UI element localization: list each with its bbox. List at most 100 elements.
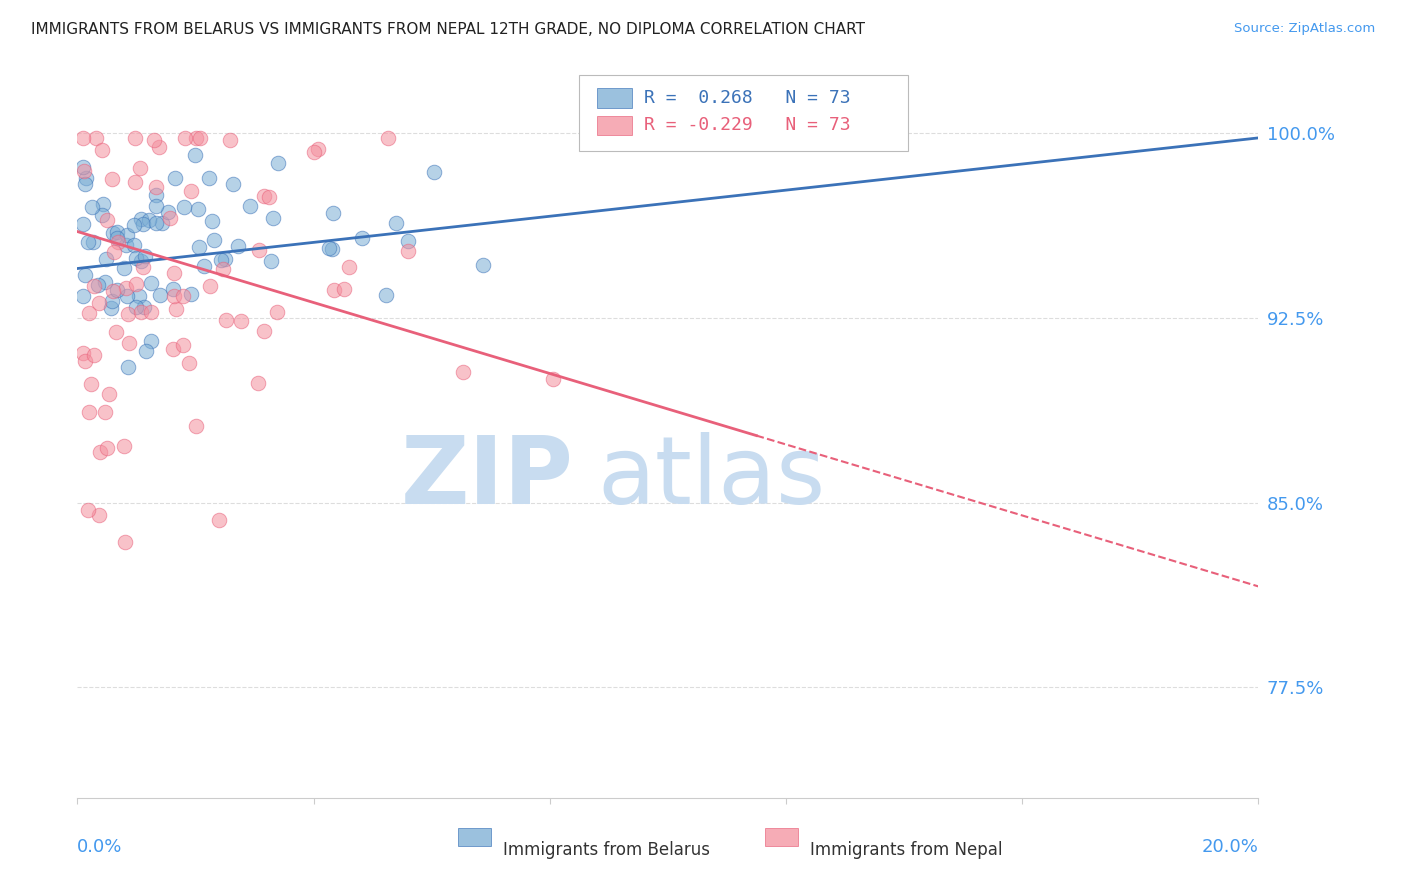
Point bbox=[90, 208, 112, 222]
Point bbox=[177, 356, 200, 370]
Point bbox=[318, 241, 340, 255]
FancyBboxPatch shape bbox=[765, 828, 797, 847]
Point bbox=[145, 216, 167, 230]
Point bbox=[148, 139, 170, 153]
Point bbox=[131, 254, 153, 268]
Point bbox=[163, 171, 186, 186]
Point bbox=[72, 346, 94, 360]
Point bbox=[105, 326, 128, 340]
FancyBboxPatch shape bbox=[598, 116, 633, 136]
Point bbox=[422, 165, 444, 179]
Point bbox=[173, 201, 195, 215]
Point bbox=[72, 131, 94, 145]
Point bbox=[229, 314, 252, 328]
Point bbox=[128, 289, 150, 303]
Point bbox=[187, 202, 209, 217]
Point bbox=[396, 244, 419, 259]
Point bbox=[87, 508, 110, 522]
Point bbox=[117, 335, 139, 350]
Point bbox=[253, 189, 276, 203]
Point bbox=[117, 307, 139, 321]
Point bbox=[193, 259, 215, 273]
Text: IMMIGRANTS FROM BELARUS VS IMMIGRANTS FROM NEPAL 12TH GRADE, NO DIPLOMA CORRELAT: IMMIGRANTS FROM BELARUS VS IMMIGRANTS FR… bbox=[31, 22, 865, 37]
Point bbox=[180, 184, 202, 198]
Point bbox=[72, 217, 94, 231]
Point bbox=[159, 211, 181, 225]
Point bbox=[76, 503, 98, 517]
Text: 0.0%: 0.0% bbox=[77, 838, 122, 856]
FancyBboxPatch shape bbox=[457, 828, 491, 847]
Point bbox=[209, 253, 232, 268]
Point bbox=[112, 261, 135, 276]
Point bbox=[131, 217, 153, 231]
Point bbox=[162, 342, 184, 356]
Point bbox=[105, 283, 128, 297]
Point bbox=[139, 334, 162, 348]
Point bbox=[103, 284, 125, 298]
Point bbox=[214, 313, 236, 327]
Point bbox=[451, 365, 474, 379]
Point bbox=[91, 196, 114, 211]
Point bbox=[76, 235, 98, 249]
Point bbox=[163, 289, 186, 303]
Point bbox=[125, 277, 148, 292]
Point bbox=[321, 242, 343, 256]
Point bbox=[132, 260, 155, 274]
Point bbox=[83, 348, 105, 362]
Point bbox=[77, 405, 100, 419]
Point bbox=[145, 179, 167, 194]
Point bbox=[135, 344, 157, 359]
Point bbox=[322, 206, 344, 220]
Text: Immigrants from Nepal: Immigrants from Nepal bbox=[810, 840, 1002, 858]
Point bbox=[112, 439, 135, 453]
Point bbox=[82, 235, 104, 249]
Point bbox=[262, 211, 284, 225]
Point bbox=[472, 259, 495, 273]
Point bbox=[138, 212, 160, 227]
Point bbox=[165, 301, 187, 316]
Point bbox=[115, 289, 138, 303]
Point bbox=[350, 231, 373, 245]
Point bbox=[103, 226, 125, 240]
Point bbox=[377, 131, 399, 145]
Point bbox=[98, 387, 121, 401]
Point bbox=[145, 187, 167, 202]
Point bbox=[129, 211, 152, 226]
Point bbox=[247, 244, 270, 258]
Point bbox=[198, 279, 221, 293]
Point bbox=[323, 283, 346, 297]
Point bbox=[385, 216, 408, 230]
Point bbox=[114, 535, 136, 549]
Point bbox=[148, 288, 170, 302]
Text: atlas: atlas bbox=[598, 433, 825, 524]
FancyBboxPatch shape bbox=[579, 75, 908, 152]
Point bbox=[75, 354, 97, 368]
Point bbox=[541, 372, 564, 386]
Point bbox=[172, 289, 194, 303]
Point bbox=[124, 218, 146, 232]
Point bbox=[73, 164, 96, 178]
Point bbox=[302, 145, 325, 159]
Point bbox=[142, 133, 165, 147]
Point bbox=[156, 205, 179, 219]
Point bbox=[96, 213, 118, 227]
Point bbox=[83, 278, 105, 293]
Point bbox=[115, 280, 138, 294]
Point bbox=[134, 300, 156, 314]
Point bbox=[75, 170, 97, 185]
Point bbox=[184, 148, 207, 162]
Point bbox=[257, 190, 280, 204]
Point bbox=[125, 300, 148, 314]
Point bbox=[75, 268, 97, 282]
Point bbox=[105, 225, 128, 239]
Point bbox=[162, 266, 184, 280]
Point bbox=[184, 131, 207, 145]
Point bbox=[188, 240, 211, 254]
Point bbox=[201, 214, 224, 228]
Point bbox=[134, 249, 156, 263]
Point bbox=[226, 239, 249, 253]
Point bbox=[105, 231, 128, 245]
Point bbox=[253, 324, 276, 338]
Point bbox=[260, 254, 283, 268]
Point bbox=[100, 294, 122, 309]
